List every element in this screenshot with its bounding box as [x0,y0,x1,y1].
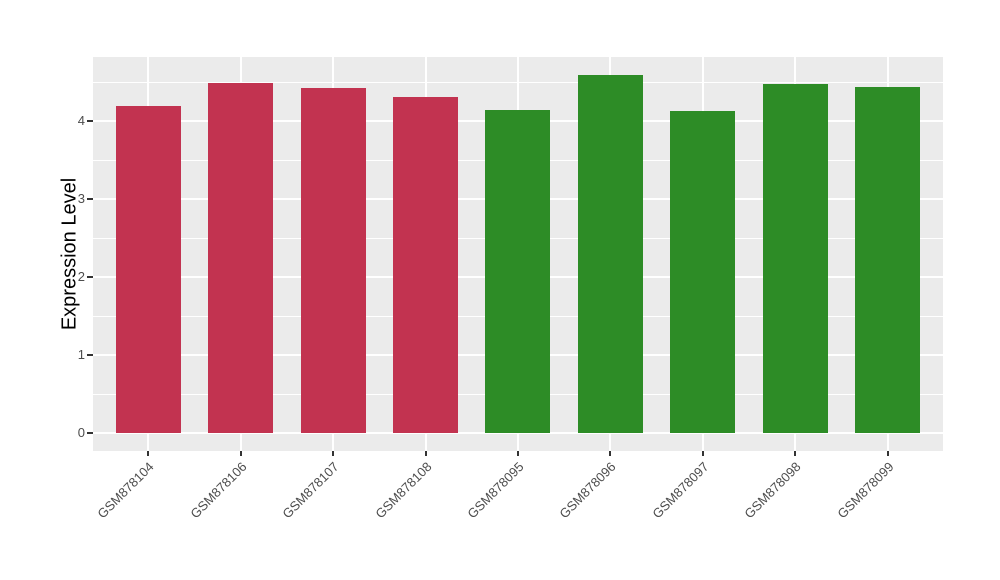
y-tick-label: 4 [77,113,85,128]
bar-GSM878096 [577,74,643,433]
x-tick-label: GSM878097 [649,459,712,522]
x-tick-mark [516,451,519,456]
x-tick-label: GSM878104 [94,459,158,522]
y-tick-mark [87,276,93,278]
x-tick-label: GSM878099 [833,459,897,522]
x-tick-label: GSM878108 [371,459,435,522]
x-tick-mark [886,451,889,456]
x-tick-label: GSM878095 [464,459,527,522]
bar-GSM878099 [855,86,921,433]
bar-GSM878107 [300,88,366,433]
x-tick-label: GSM878106 [187,459,250,522]
y-tick-label: 0 [77,425,85,440]
y-tick-mark [87,354,93,356]
x-tick-mark [794,451,797,456]
x-tick-mark [701,451,704,456]
y-tick-mark [87,432,93,434]
y-tick-mark [87,198,93,200]
plot-panel [93,57,943,451]
x-tick-label: GSM878107 [279,459,342,522]
y-tick-mark [87,120,93,122]
bar-GSM878106 [208,82,274,433]
bar-GSM878104 [115,106,181,433]
x-tick-mark [609,451,612,456]
bar-GSM878095 [485,110,551,433]
y-tick-label: 2 [77,269,85,284]
y-tick-label: 3 [77,191,85,206]
bar-GSM878108 [393,96,459,433]
bar-GSM878097 [670,110,736,433]
x-tick-mark [239,451,242,456]
y-tick-label: 1 [77,347,85,362]
x-tick-label: GSM878098 [741,459,804,522]
x-tick-mark [424,451,427,456]
x-tick-mark [332,451,335,456]
x-tick-label: GSM878096 [556,459,619,522]
bar-GSM878098 [762,84,828,433]
x-tick-mark [147,451,150,456]
